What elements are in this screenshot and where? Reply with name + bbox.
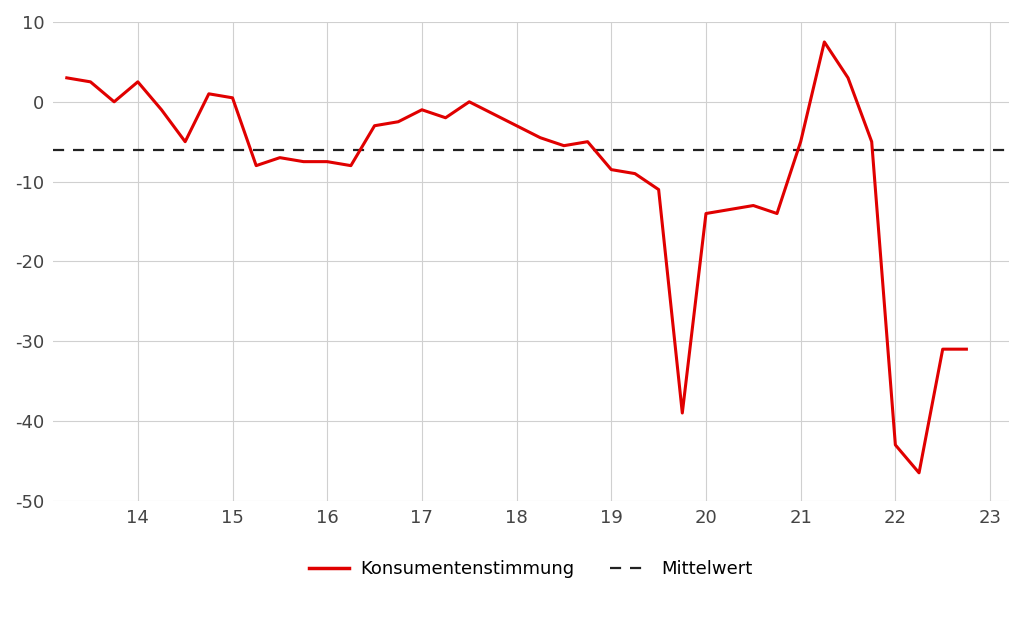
Legend: Konsumentenstimmung, Mittelwert: Konsumentenstimmung, Mittelwert — [302, 553, 760, 586]
